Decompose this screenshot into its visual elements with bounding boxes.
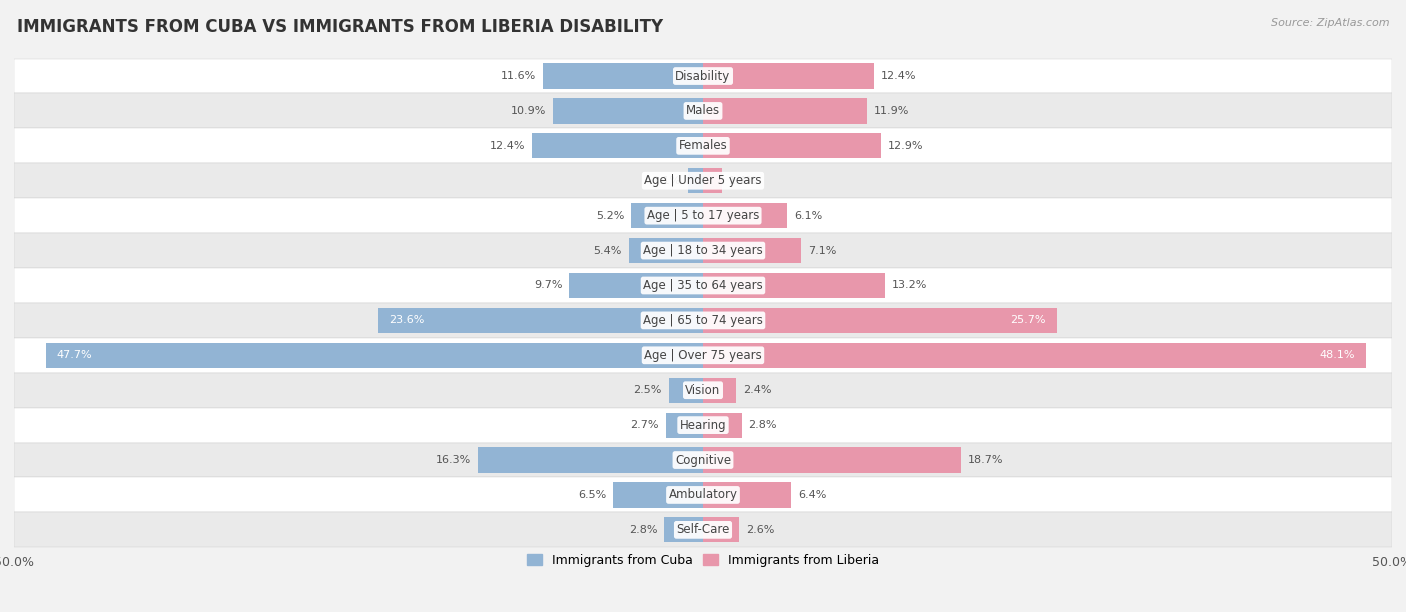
Text: 12.9%: 12.9%: [887, 141, 924, 151]
Text: 1.1%: 1.1%: [652, 176, 681, 186]
Bar: [14, 198, 1392, 233]
Bar: [553, 99, 703, 124]
Text: Males: Males: [686, 105, 720, 118]
Text: 47.7%: 47.7%: [56, 350, 93, 360]
Bar: [703, 168, 723, 193]
Text: 2.5%: 2.5%: [633, 385, 662, 395]
Text: 25.7%: 25.7%: [1011, 315, 1046, 326]
Text: 23.6%: 23.6%: [389, 315, 425, 326]
Text: 5.2%: 5.2%: [596, 211, 624, 221]
Bar: [14, 477, 1392, 512]
Text: 12.4%: 12.4%: [880, 71, 917, 81]
Bar: [703, 273, 884, 298]
Bar: [688, 168, 703, 193]
Text: Cognitive: Cognitive: [675, 453, 731, 466]
Bar: [14, 129, 1392, 163]
Bar: [569, 273, 703, 298]
Text: 6.5%: 6.5%: [578, 490, 606, 500]
Legend: Immigrants from Cuba, Immigrants from Liberia: Immigrants from Cuba, Immigrants from Li…: [522, 549, 884, 572]
Text: Ambulatory: Ambulatory: [668, 488, 738, 501]
Text: 16.3%: 16.3%: [436, 455, 471, 465]
Bar: [14, 338, 1392, 373]
Bar: [613, 482, 703, 507]
Text: 2.6%: 2.6%: [745, 525, 775, 535]
Bar: [703, 517, 738, 542]
Text: 6.4%: 6.4%: [799, 490, 827, 500]
Text: Age | 5 to 17 years: Age | 5 to 17 years: [647, 209, 759, 222]
Bar: [631, 203, 703, 228]
Text: 48.1%: 48.1%: [1319, 350, 1355, 360]
Text: 2.8%: 2.8%: [628, 525, 658, 535]
Bar: [14, 408, 1392, 442]
Text: 7.1%: 7.1%: [807, 245, 837, 256]
Text: Vision: Vision: [685, 384, 721, 397]
Bar: [378, 308, 703, 333]
Text: 11.9%: 11.9%: [875, 106, 910, 116]
Text: 10.9%: 10.9%: [510, 106, 546, 116]
Bar: [665, 517, 703, 542]
Text: Hearing: Hearing: [679, 419, 727, 431]
Text: 11.6%: 11.6%: [501, 71, 536, 81]
Bar: [703, 133, 880, 159]
Bar: [703, 482, 792, 507]
Text: Disability: Disability: [675, 70, 731, 83]
Text: IMMIGRANTS FROM CUBA VS IMMIGRANTS FROM LIBERIA DISABILITY: IMMIGRANTS FROM CUBA VS IMMIGRANTS FROM …: [17, 18, 664, 36]
Bar: [14, 442, 1392, 477]
Bar: [14, 163, 1392, 198]
Bar: [669, 378, 703, 403]
Bar: [703, 412, 741, 438]
Text: 2.7%: 2.7%: [630, 420, 659, 430]
Bar: [628, 238, 703, 263]
Bar: [703, 378, 737, 403]
Bar: [703, 64, 875, 89]
Text: 9.7%: 9.7%: [534, 280, 562, 291]
Bar: [703, 343, 1365, 368]
Bar: [703, 203, 787, 228]
Text: 6.1%: 6.1%: [794, 211, 823, 221]
Text: 5.4%: 5.4%: [593, 245, 621, 256]
Text: Age | 65 to 74 years: Age | 65 to 74 years: [643, 314, 763, 327]
Bar: [14, 94, 1392, 129]
Text: Age | Over 75 years: Age | Over 75 years: [644, 349, 762, 362]
Bar: [703, 238, 801, 263]
Bar: [703, 99, 868, 124]
Text: 18.7%: 18.7%: [967, 455, 1002, 465]
Bar: [531, 133, 703, 159]
Text: Self-Care: Self-Care: [676, 523, 730, 536]
Bar: [14, 59, 1392, 94]
Bar: [703, 447, 960, 472]
Text: Age | 18 to 34 years: Age | 18 to 34 years: [643, 244, 763, 257]
Bar: [14, 303, 1392, 338]
Text: Age | Under 5 years: Age | Under 5 years: [644, 174, 762, 187]
Text: 2.4%: 2.4%: [742, 385, 772, 395]
Bar: [703, 308, 1057, 333]
Bar: [14, 268, 1392, 303]
Bar: [46, 343, 703, 368]
Bar: [14, 373, 1392, 408]
Text: Age | 35 to 64 years: Age | 35 to 64 years: [643, 279, 763, 292]
Text: 13.2%: 13.2%: [891, 280, 927, 291]
Text: Source: ZipAtlas.com: Source: ZipAtlas.com: [1271, 18, 1389, 28]
Bar: [666, 412, 703, 438]
Text: 2.8%: 2.8%: [748, 420, 778, 430]
Text: Females: Females: [679, 140, 727, 152]
Bar: [478, 447, 703, 472]
Bar: [14, 512, 1392, 547]
Bar: [543, 64, 703, 89]
Bar: [14, 233, 1392, 268]
Text: 12.4%: 12.4%: [489, 141, 526, 151]
Text: 1.4%: 1.4%: [730, 176, 758, 186]
